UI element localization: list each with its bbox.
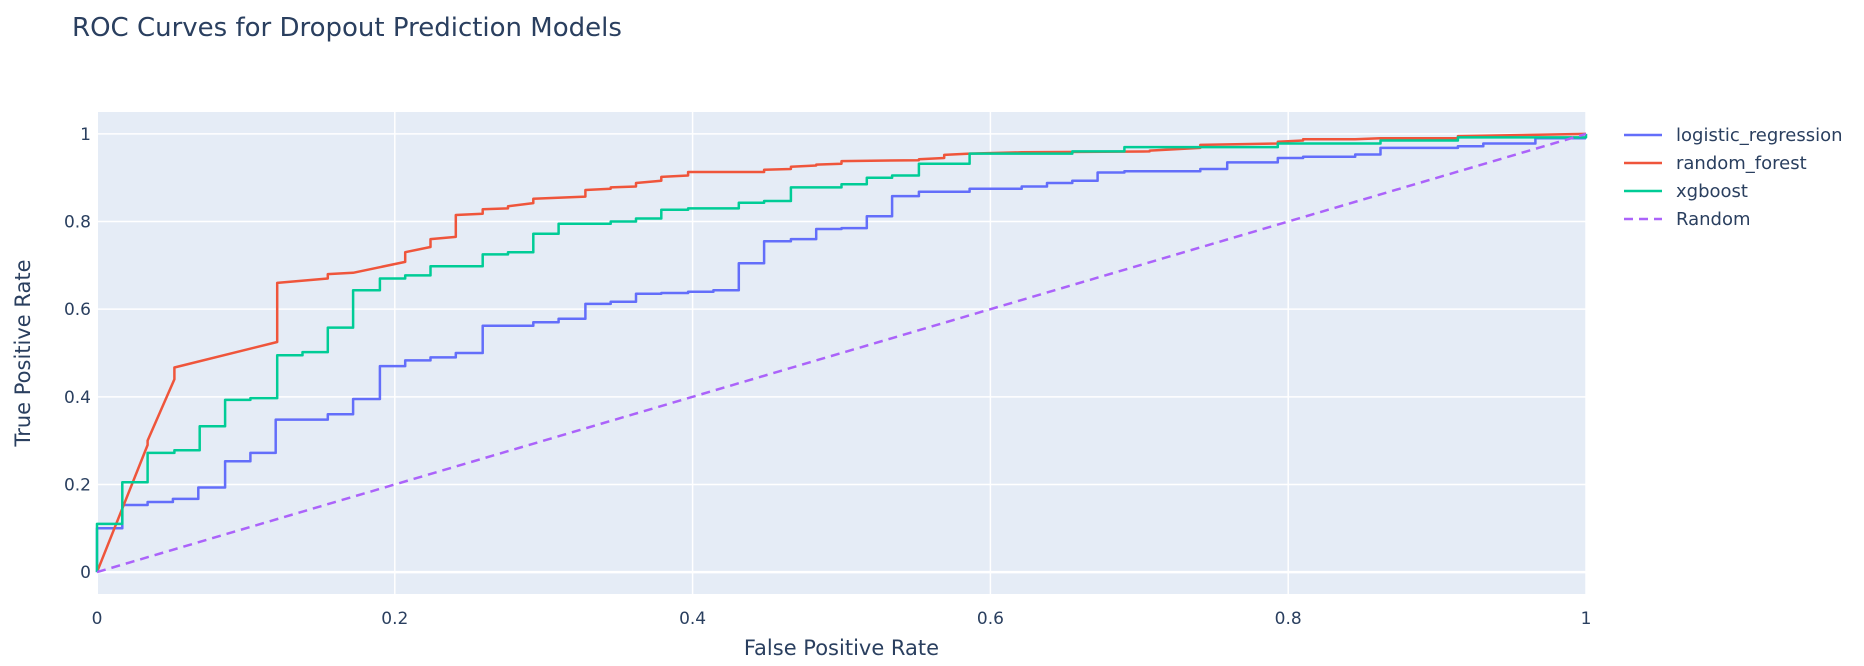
legend-label: random_forest: [1676, 153, 1807, 174]
legend-item-random[interactable]: Random: [1624, 209, 1751, 230]
series-layer: [95, 132, 1588, 574]
legend-label: Random: [1676, 209, 1751, 230]
legend-item-random-forest[interactable]: random_forest: [1624, 153, 1807, 174]
y-tick-label: 0.2: [64, 475, 91, 495]
x-tick-label: 0: [92, 609, 103, 629]
chart-title: ROC Curves for Dropout Prediction Models: [72, 13, 622, 43]
x-tick-label: 0.6: [977, 609, 1004, 629]
x-tick-label: 0.2: [381, 609, 408, 629]
series-line-xgboost[interactable]: [95, 133, 1588, 573]
legend-label: xgboost: [1676, 181, 1748, 202]
series-line-random[interactable]: [96, 132, 1587, 574]
y-tick-label: 0: [80, 563, 91, 583]
series-line-logistic-regression[interactable]: [95, 137, 1586, 573]
legend-label: logistic_regression: [1676, 125, 1843, 146]
x-tick-label: 0.8: [1275, 609, 1302, 629]
y-tick-label: 0.6: [64, 300, 91, 320]
plot-area: [97, 112, 1586, 594]
y-axis-title: True Positive Rate: [11, 259, 35, 447]
legend-item-xgboost[interactable]: xgboost: [1624, 181, 1748, 202]
x-axis-title: False Positive Rate: [744, 636, 939, 660]
y-tick-label: 1: [80, 125, 91, 145]
grid: [96, 112, 1587, 594]
y-tick-label: 0.8: [64, 213, 91, 233]
y-tick-label: 0.4: [64, 388, 91, 408]
legend-item-logistic-regression[interactable]: logistic_regression: [1624, 125, 1843, 146]
tick-labels: 0 0.2 0.4 0.6 0.8 1 0 0.2 0.4 0.6 0.8 1: [64, 125, 1591, 629]
x-tick-label: 1: [1581, 609, 1592, 629]
x-tick-label: 0.4: [679, 609, 706, 629]
